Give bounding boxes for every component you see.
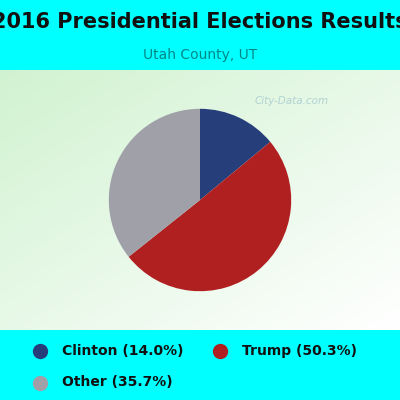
- Text: Other (35.7%): Other (35.7%): [62, 376, 173, 390]
- Text: City-Data.com: City-Data.com: [255, 96, 329, 106]
- Text: 2016 Presidential Elections Results: 2016 Presidential Elections Results: [0, 12, 400, 32]
- Wedge shape: [109, 109, 200, 257]
- Text: Clinton (14.0%): Clinton (14.0%): [62, 344, 184, 358]
- Text: Utah County, UT: Utah County, UT: [143, 48, 257, 62]
- Text: Trump (50.3%): Trump (50.3%): [242, 344, 357, 358]
- Wedge shape: [200, 109, 270, 200]
- Wedge shape: [129, 142, 291, 291]
